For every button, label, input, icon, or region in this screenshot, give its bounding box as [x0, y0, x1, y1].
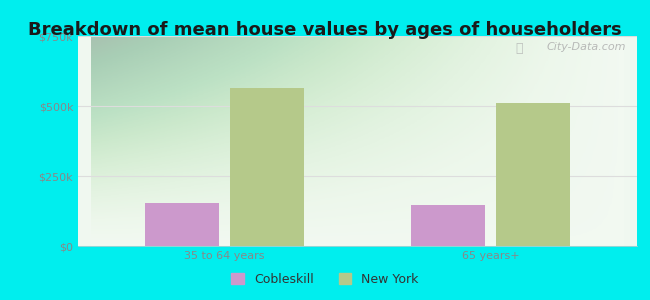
Bar — [496, 103, 571, 246]
Text: Breakdown of mean house values by ages of householders: Breakdown of mean house values by ages o… — [28, 21, 622, 39]
Text: City-Data.com: City-Data.com — [546, 42, 626, 52]
Bar — [229, 88, 304, 246]
Bar — [411, 206, 486, 246]
Bar — [144, 202, 219, 246]
Legend: Cobleskill, New York: Cobleskill, New York — [226, 268, 424, 291]
Text: Ⓜ: Ⓜ — [515, 42, 523, 55]
